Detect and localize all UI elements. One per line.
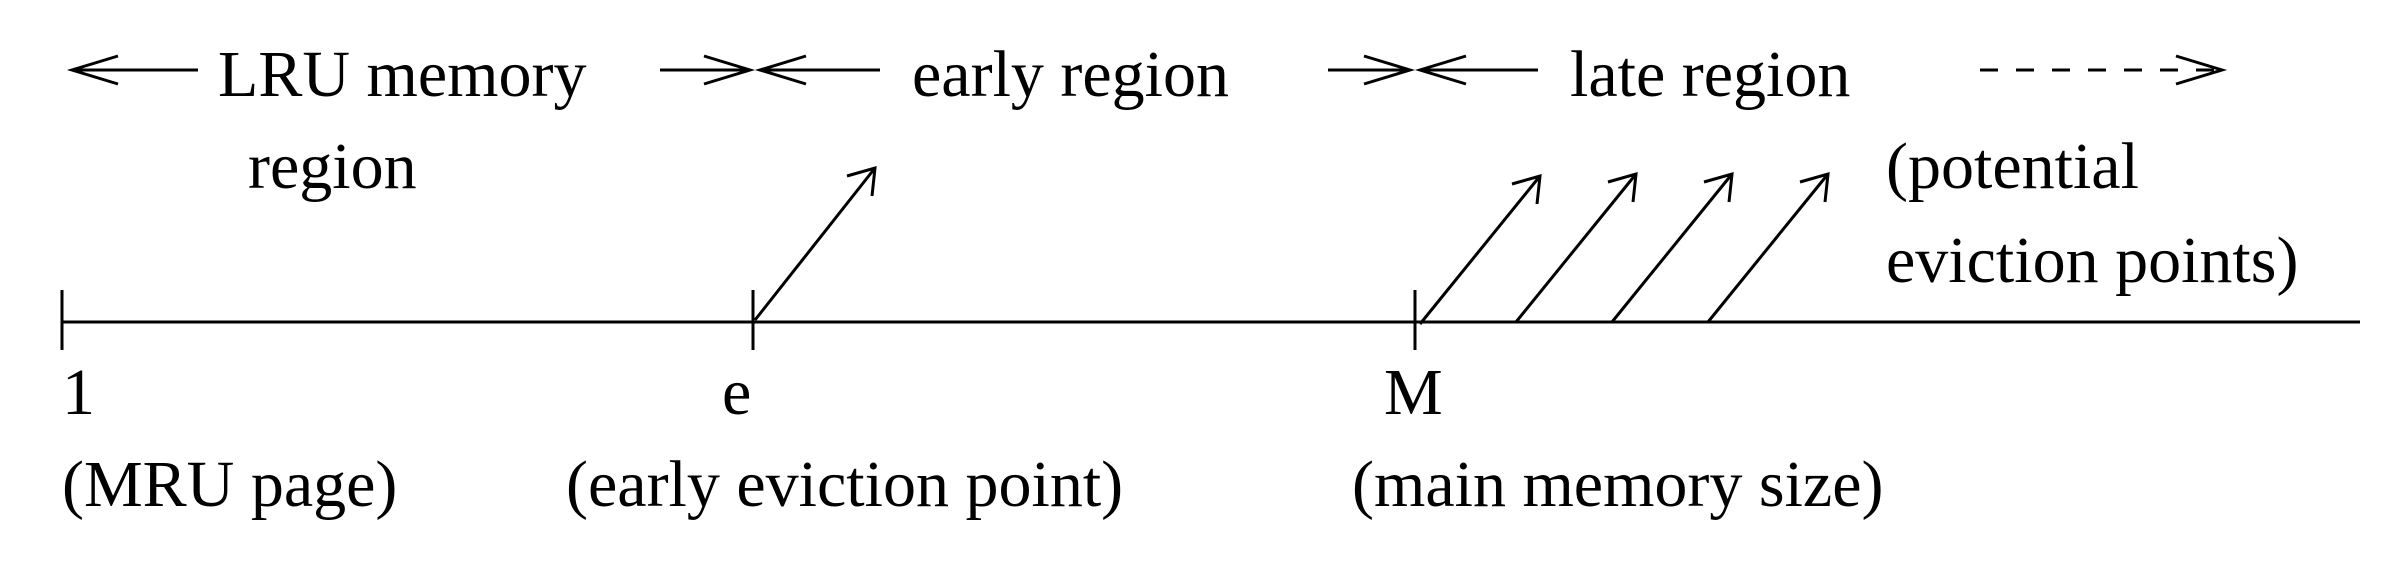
lru-region-label-line2: region xyxy=(248,130,417,203)
early-eviction-arrow-icon xyxy=(753,165,877,321)
axis-point-m-caption: (main memory size) xyxy=(1352,448,1883,521)
early-region-label: early region xyxy=(912,38,1229,111)
lru-region-label-line1: LRU memory xyxy=(218,38,586,111)
late-eviction-arrow-icon xyxy=(1610,171,1734,323)
axis-point-1-symbol: 1 xyxy=(62,356,95,429)
early-right-arrow-icon xyxy=(1328,54,1416,86)
potential-eviction-label-line1: (potential xyxy=(1886,130,2139,203)
late-region-bracket xyxy=(1414,54,2228,86)
early-left-arrow-icon xyxy=(754,54,880,86)
lru-left-arrow-icon xyxy=(66,54,198,86)
lru-right-arrow-icon xyxy=(660,54,756,86)
late-left-arrow-icon xyxy=(1414,54,1538,86)
potential-dashed-arrowhead-icon xyxy=(2175,54,2228,86)
late-eviction-arrow-icon xyxy=(1514,171,1638,323)
early-region-bracket xyxy=(754,54,1416,86)
axis-point-e-caption: (early eviction point) xyxy=(566,448,1123,521)
late-eviction-arrow-icon xyxy=(1706,171,1830,323)
late-region-label: late region xyxy=(1570,38,1850,111)
axis-point-e-symbol: e xyxy=(722,356,751,429)
potential-eviction-label-line2: eviction points) xyxy=(1886,224,2298,297)
late-eviction-arrow-icon xyxy=(1418,173,1542,325)
lru-region-bracket xyxy=(66,54,756,86)
late-eviction-arrows xyxy=(1418,171,1830,325)
axis-point-m-symbol: M xyxy=(1384,356,1443,429)
axis-point-1-caption: (MRU page) xyxy=(62,448,397,521)
